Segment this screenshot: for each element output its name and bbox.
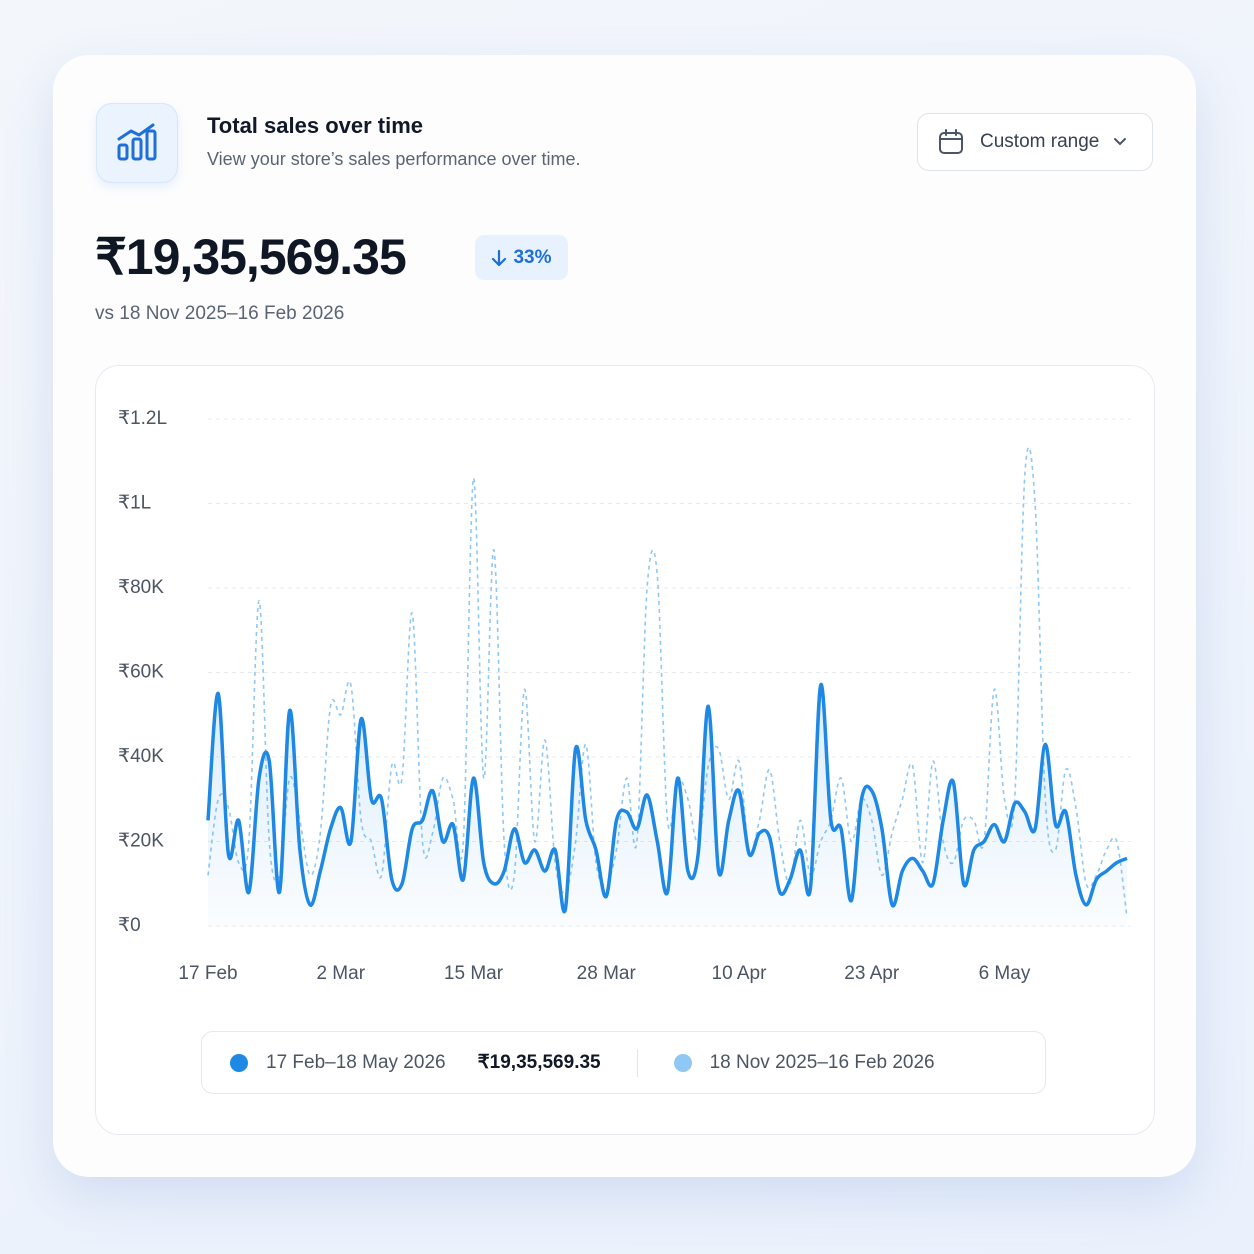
x-tick-label: 10 Apr bbox=[712, 963, 768, 984]
area bbox=[208, 684, 1127, 926]
calendar-icon bbox=[939, 129, 963, 154]
change-value: 33% bbox=[513, 246, 552, 268]
total-sales: ₹19,35,569.35 bbox=[95, 229, 407, 285]
legend: 17 Feb–18 May 2026 ₹19,35,569.35 18 Nov … bbox=[201, 1031, 1046, 1094]
chart-panel: ₹0 ₹20K ₹40K ₹60K ₹80K ₹1L ₹1.2L 17 Feb 2 Mar 15 … bbox=[95, 365, 1155, 1135]
comparison: vs 18 Nov 2025–16 Feb 2026 bbox=[95, 303, 345, 324]
y-tick-label: ₹1L bbox=[118, 493, 151, 514]
legend-label: 18 Nov 2025–16 Feb 2026 bbox=[709, 1051, 935, 1073]
y-tick-label: ₹0 bbox=[118, 915, 141, 936]
title: Total sales over time bbox=[207, 113, 424, 138]
down-arrow bbox=[492, 249, 507, 266]
x-tick-label: 17 Feb bbox=[178, 963, 237, 984]
range-label: Custom range bbox=[980, 131, 1100, 152]
chevron bbox=[1114, 138, 1127, 146]
legend-swatch bbox=[230, 1053, 248, 1072]
x-tick-label: 28 Mar bbox=[577, 963, 637, 984]
range-button[interactable]: Custom range bbox=[917, 113, 1153, 171]
y-tick-label: ₹1.2L bbox=[118, 408, 167, 429]
x-tick-label: 23 Apr bbox=[844, 963, 900, 984]
change-badge: 33% bbox=[475, 235, 568, 280]
x-tick-label: 15 Mar bbox=[444, 963, 504, 984]
chart-icon bbox=[96, 103, 178, 183]
icon-glyph bbox=[117, 123, 157, 161]
y-tick-label: ₹40K bbox=[118, 746, 164, 767]
legend-divider bbox=[636, 1048, 638, 1077]
legend-total: ₹19,35,569.35 bbox=[477, 1052, 601, 1073]
line bbox=[206, 683, 1128, 914]
y-tick-label: ₹80K bbox=[118, 577, 164, 598]
legend-label: 17 Feb–18 May 2026 bbox=[266, 1051, 446, 1073]
chart: ₹0 ₹20K ₹40K ₹60K ₹80K ₹1L ₹1.2L 17 Feb 2 Mar 15 … bbox=[118, 408, 1131, 984]
x-tick-label: 2 Mar bbox=[316, 963, 365, 984]
legend-swatch bbox=[673, 1053, 692, 1072]
y-tick-label: ₹60K bbox=[118, 662, 164, 683]
y-tick-label: ₹20K bbox=[118, 831, 164, 852]
subtitle: View your store’s sales performance over… bbox=[207, 149, 581, 169]
x-tick-label: 6 May bbox=[979, 963, 1031, 984]
